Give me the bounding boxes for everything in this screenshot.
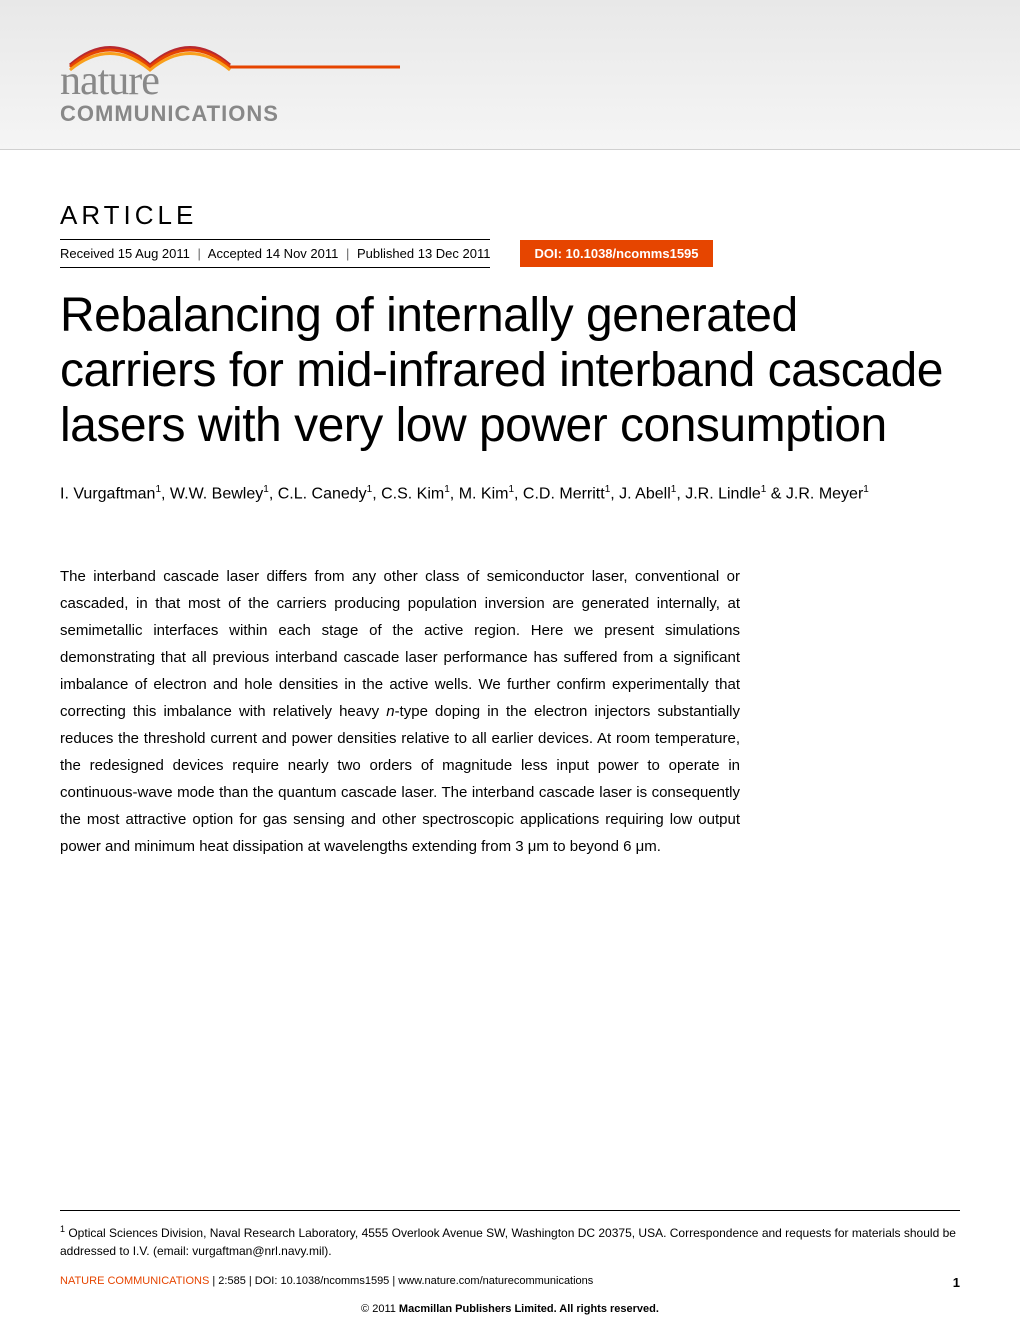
- logo-text-communications: COMMUNICATIONS: [60, 101, 360, 127]
- journal-header-band: nature COMMUNICATIONS: [0, 0, 1020, 150]
- doi-badge: DOI: 10.1038/ncomms1595: [520, 240, 712, 267]
- affiliation-footnote: 1 Optical Sciences Division, Naval Resea…: [60, 1210, 960, 1260]
- article-title: Rebalancing of internally generated carr…: [60, 288, 960, 454]
- footer-citation: NATURE COMMUNICATIONS | 2:585 | DOI: 10.…: [60, 1275, 960, 1290]
- journal-name: NATURE COMMUNICATIONS: [60, 1275, 209, 1287]
- abstract-part-2: -type doping in the electron injectors s…: [60, 703, 740, 855]
- journal-logo: nature COMMUNICATIONS: [60, 25, 360, 99]
- abstract-part-1: The interband cascade laser differs from…: [60, 568, 740, 720]
- citation-details: | 2:585 | DOI: 10.1038/ncomms1595 | www.…: [209, 1275, 593, 1287]
- article-type-label: ARTICLE: [60, 200, 1020, 231]
- article-meta-row: Received 15 Aug 2011 | Accepted 14 Nov 2…: [60, 239, 960, 268]
- logo-text-nature: nature: [60, 57, 360, 105]
- publication-dates: Received 15 Aug 2011 | Accepted 14 Nov 2…: [60, 239, 490, 268]
- received-date: Received 15 Aug 2011: [60, 246, 190, 261]
- authors-list: I. Vurgaftman1, W.W. Bewley1, C.L. Caned…: [60, 484, 960, 503]
- separator: |: [198, 246, 201, 261]
- footer-left: NATURE COMMUNICATIONS | 2:585 | DOI: 10.…: [60, 1275, 593, 1290]
- separator: |: [346, 246, 349, 261]
- copyright-notice: © 2011 Macmillan Publishers Limited. All…: [0, 1303, 1020, 1315]
- abstract-text: The interband cascade laser differs from…: [60, 563, 740, 860]
- page-number: 1: [953, 1275, 960, 1290]
- accepted-date: Accepted 14 Nov 2011: [208, 246, 339, 261]
- published-date: Published 13 Dec 2011: [357, 246, 490, 261]
- abstract-italic: n: [386, 703, 394, 720]
